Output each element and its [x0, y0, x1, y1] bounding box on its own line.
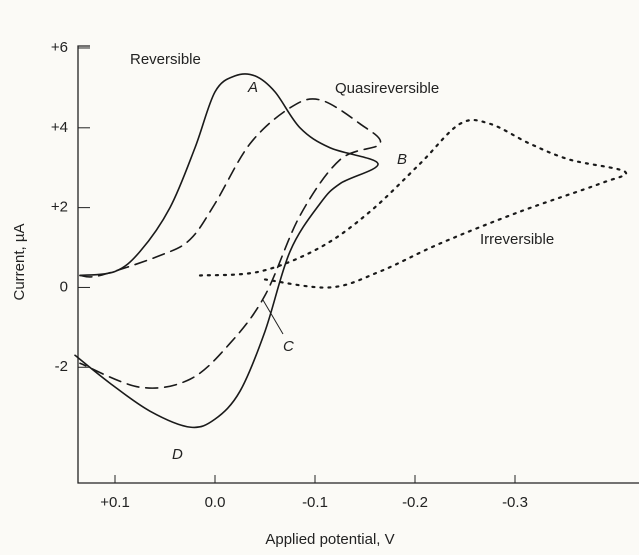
point-label: D: [172, 446, 183, 463]
series-label: Quasireversible: [335, 80, 439, 97]
x-tick-label: -0.3: [502, 494, 528, 511]
curve: [74, 73, 379, 429]
series-label: Irreversible: [480, 231, 554, 248]
point-label: C: [283, 338, 294, 355]
y-tick-label: 0: [60, 278, 68, 295]
x-tick-label: -0.1: [302, 494, 328, 511]
y-tick-label: -2: [55, 358, 68, 375]
y-tick-label: +2: [51, 199, 68, 216]
axes: [77, 45, 639, 484]
x-tick-label: +0.1: [100, 494, 130, 511]
x-tick-label: -0.2: [402, 494, 428, 511]
series-label: Reversible: [130, 51, 201, 68]
point-label: A: [247, 79, 258, 96]
point-label: B: [397, 151, 407, 168]
x-axis-label: Applied potential, V: [265, 531, 394, 548]
y-tick-label: +4: [51, 119, 68, 136]
curve: [198, 118, 628, 289]
curve: [79, 98, 382, 389]
y-axis-label: Current, µA: [11, 224, 28, 301]
x-tick-label: 0.0: [205, 494, 226, 511]
leader-line: [262, 299, 284, 335]
y-tick-label: +6: [51, 39, 68, 56]
